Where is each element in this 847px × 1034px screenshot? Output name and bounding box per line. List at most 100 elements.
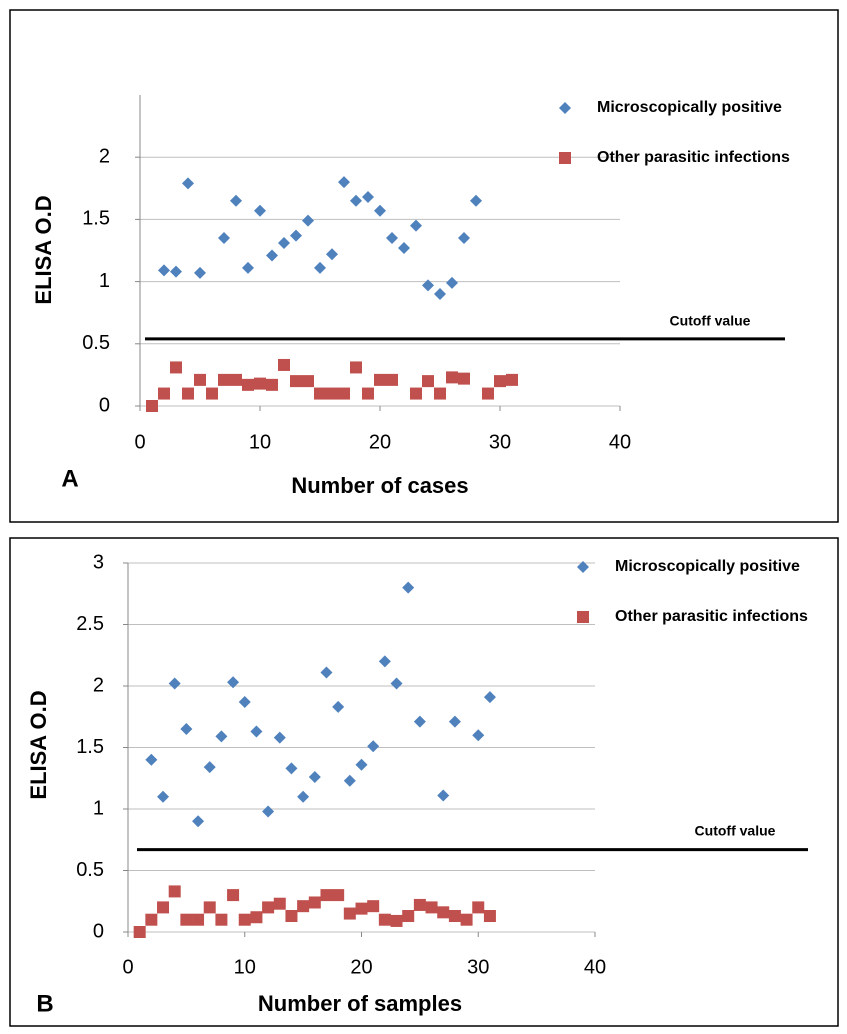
point (273, 731, 286, 744)
x-tick-label: 20 (350, 956, 372, 978)
point (437, 789, 450, 802)
point (378, 655, 391, 668)
point (448, 715, 461, 728)
point (157, 790, 170, 803)
point (367, 740, 380, 753)
point (460, 913, 473, 926)
point (326, 248, 338, 261)
point (218, 232, 230, 245)
panel-frame (9, 537, 839, 1027)
cutoff-label: Cutoff value (695, 823, 776, 839)
point (194, 266, 206, 279)
x-tick-label: 10 (234, 956, 256, 978)
x-axis-title: Number of cases (291, 473, 468, 498)
point (448, 910, 461, 923)
point (362, 191, 374, 204)
point (194, 373, 206, 386)
point (413, 715, 426, 728)
point (343, 774, 356, 787)
point (192, 913, 205, 926)
legend-marker (559, 152, 571, 164)
y-tick-label: 2.5 (76, 613, 104, 635)
point (343, 907, 356, 920)
point (238, 695, 251, 708)
point (215, 913, 228, 926)
x-tick-label: 10 (249, 431, 271, 453)
point (180, 913, 193, 926)
point (338, 176, 350, 189)
point (170, 361, 182, 374)
point (297, 790, 310, 803)
point (482, 387, 494, 400)
point (446, 276, 458, 289)
x-tick-label: 40 (609, 431, 631, 453)
point (378, 913, 391, 926)
point (242, 261, 254, 274)
legend-marker (577, 561, 589, 573)
point (145, 913, 158, 926)
point (250, 911, 263, 924)
y-tick-label: 1.5 (76, 736, 104, 758)
y-tick-label: 3 (93, 551, 104, 573)
point (145, 753, 158, 766)
point (230, 194, 242, 207)
legend-label: Other parasitic infections (615, 608, 808, 625)
point (425, 901, 438, 914)
panel-frame (9, 9, 839, 523)
point (350, 194, 362, 207)
y-tick-label: 2 (99, 145, 110, 167)
point (386, 232, 398, 245)
point (458, 232, 470, 245)
point (398, 242, 410, 255)
point (410, 387, 422, 400)
point (494, 375, 506, 388)
point (320, 666, 333, 679)
point (472, 901, 485, 914)
point (215, 730, 228, 743)
point (250, 725, 263, 738)
point (458, 372, 470, 385)
point (470, 194, 482, 207)
point (297, 900, 310, 913)
point (262, 901, 275, 914)
point (262, 805, 275, 818)
point (158, 264, 170, 277)
legend-label: Microscopically positive (615, 558, 800, 575)
y-tick-label: 0 (93, 920, 104, 942)
point (332, 700, 345, 713)
point (350, 361, 362, 374)
point (437, 906, 450, 919)
point (278, 237, 290, 250)
point (168, 677, 181, 690)
point (402, 581, 415, 594)
point (285, 762, 298, 775)
point (157, 901, 170, 914)
point (290, 229, 302, 242)
point (182, 177, 194, 190)
y-tick-label: 0.5 (76, 859, 104, 881)
point (302, 375, 314, 388)
legend-marker (577, 611, 589, 623)
y-tick-label: 1.5 (82, 208, 110, 230)
point (278, 358, 290, 371)
x-tick-label: 30 (467, 956, 489, 978)
point (355, 758, 368, 771)
point (203, 901, 216, 914)
legend-label: Microscopically positive (597, 99, 782, 116)
point (314, 261, 326, 274)
panel-label: B (36, 990, 53, 1017)
point (254, 377, 266, 390)
point (242, 378, 254, 391)
point (192, 815, 205, 828)
x-axis-title: Number of samples (258, 991, 462, 1016)
point (483, 691, 496, 704)
point (386, 373, 398, 386)
point (320, 889, 333, 902)
point (158, 387, 170, 400)
point (390, 677, 403, 690)
point (302, 214, 314, 227)
x-tick-label: 0 (134, 431, 145, 453)
y-axis-title: ELISA O.D (26, 690, 51, 799)
point (374, 373, 386, 386)
